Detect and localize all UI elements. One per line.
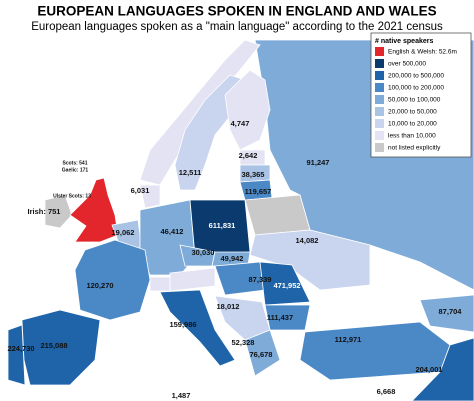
subtitle: European languages spoken as a "main lan… [31, 21, 443, 33]
country-label: 111,437 [267, 313, 293, 322]
country-label: 52,328 [232, 338, 255, 347]
country-label: Ulster Scots: 13 [53, 193, 91, 199]
legend-swatch [375, 95, 384, 104]
country-label: 224,730 [7, 344, 34, 353]
legend-label: 100,000 to 200,000 [388, 85, 444, 92]
ireland [44, 194, 73, 229]
legend-swatch [375, 107, 384, 116]
country-label: 215,088 [40, 341, 67, 350]
legend-label: 10,000 to 20,000 [388, 121, 437, 128]
great-britain [69, 177, 119, 243]
italy [159, 289, 236, 367]
country-label: 30,030 [192, 248, 215, 257]
legend: # native speakers English & Welsh: 52.6m… [370, 32, 472, 158]
belarus [244, 194, 311, 236]
country-label: 46,412 [161, 227, 184, 236]
country-label: 120,270 [86, 281, 113, 290]
country-label: 12,511 [179, 168, 202, 177]
denmark [139, 184, 161, 209]
country-label: 18,012 [217, 302, 240, 311]
legend-label: 200,000 to 500,000 [388, 73, 444, 80]
country-label: 471,952 [273, 281, 300, 290]
spain [21, 309, 101, 386]
country-label: 1,487 [172, 391, 191, 400]
country-label: 14,082 [296, 236, 319, 245]
greece [244, 329, 281, 377]
country-label: Gaelic: 171 [62, 167, 89, 173]
legend-title: # native speakers [375, 38, 433, 45]
bulgaria [264, 304, 311, 331]
legend-label: not listed explicitly [388, 145, 441, 152]
legend-swatch [375, 131, 384, 140]
legend-label: less than 10,000 [388, 133, 436, 140]
country-label: 2,642 [239, 151, 258, 160]
title: EUROPEAN LANGUAGES SPOKEN IN ENGLAND AND… [37, 4, 436, 19]
legend-label: 50,000 to 100,000 [388, 97, 441, 104]
country-label: 87,704 [439, 307, 463, 316]
legend-swatch [375, 71, 384, 80]
country-label: 204,001 [415, 365, 442, 374]
legend-swatch [375, 59, 384, 68]
country-label: Scots: 541 [62, 160, 87, 166]
ukraine [249, 229, 371, 291]
legend-label: over 500,000 [388, 61, 426, 68]
austria [169, 267, 216, 292]
legend-label: 20,000 to 50,000 [388, 109, 437, 116]
country-label: Irish: 751 [28, 207, 61, 216]
legend-box [370, 32, 472, 158]
country-label: 38,365 [242, 170, 265, 179]
switzerland [149, 276, 171, 292]
country-label: 159,986 [169, 320, 196, 329]
caucasus [419, 294, 474, 333]
east-region [411, 337, 474, 401]
france [74, 239, 151, 321]
country-label: 76,678 [250, 350, 273, 359]
finland [224, 69, 271, 151]
country-label: 49,942 [221, 254, 244, 263]
legend-label: English & Welsh: 52.6m [388, 49, 457, 56]
country-label: 87,339 [249, 275, 272, 284]
country-label: 611,831 [209, 221, 236, 230]
legend-swatch [375, 83, 384, 92]
legend-swatch [375, 119, 384, 128]
country-label: 119,657 [245, 187, 272, 196]
country-label: 19,062 [112, 228, 135, 237]
legend-swatch [375, 47, 384, 56]
legend-swatch [375, 143, 384, 152]
country-label: 4,747 [231, 119, 250, 128]
country-label: 6,031 [131, 186, 150, 195]
country-label: 91,247 [307, 158, 330, 167]
country-label: 112,971 [335, 335, 362, 344]
romania [259, 261, 311, 306]
country-label: 6,668 [377, 387, 396, 396]
portugal [7, 324, 26, 386]
